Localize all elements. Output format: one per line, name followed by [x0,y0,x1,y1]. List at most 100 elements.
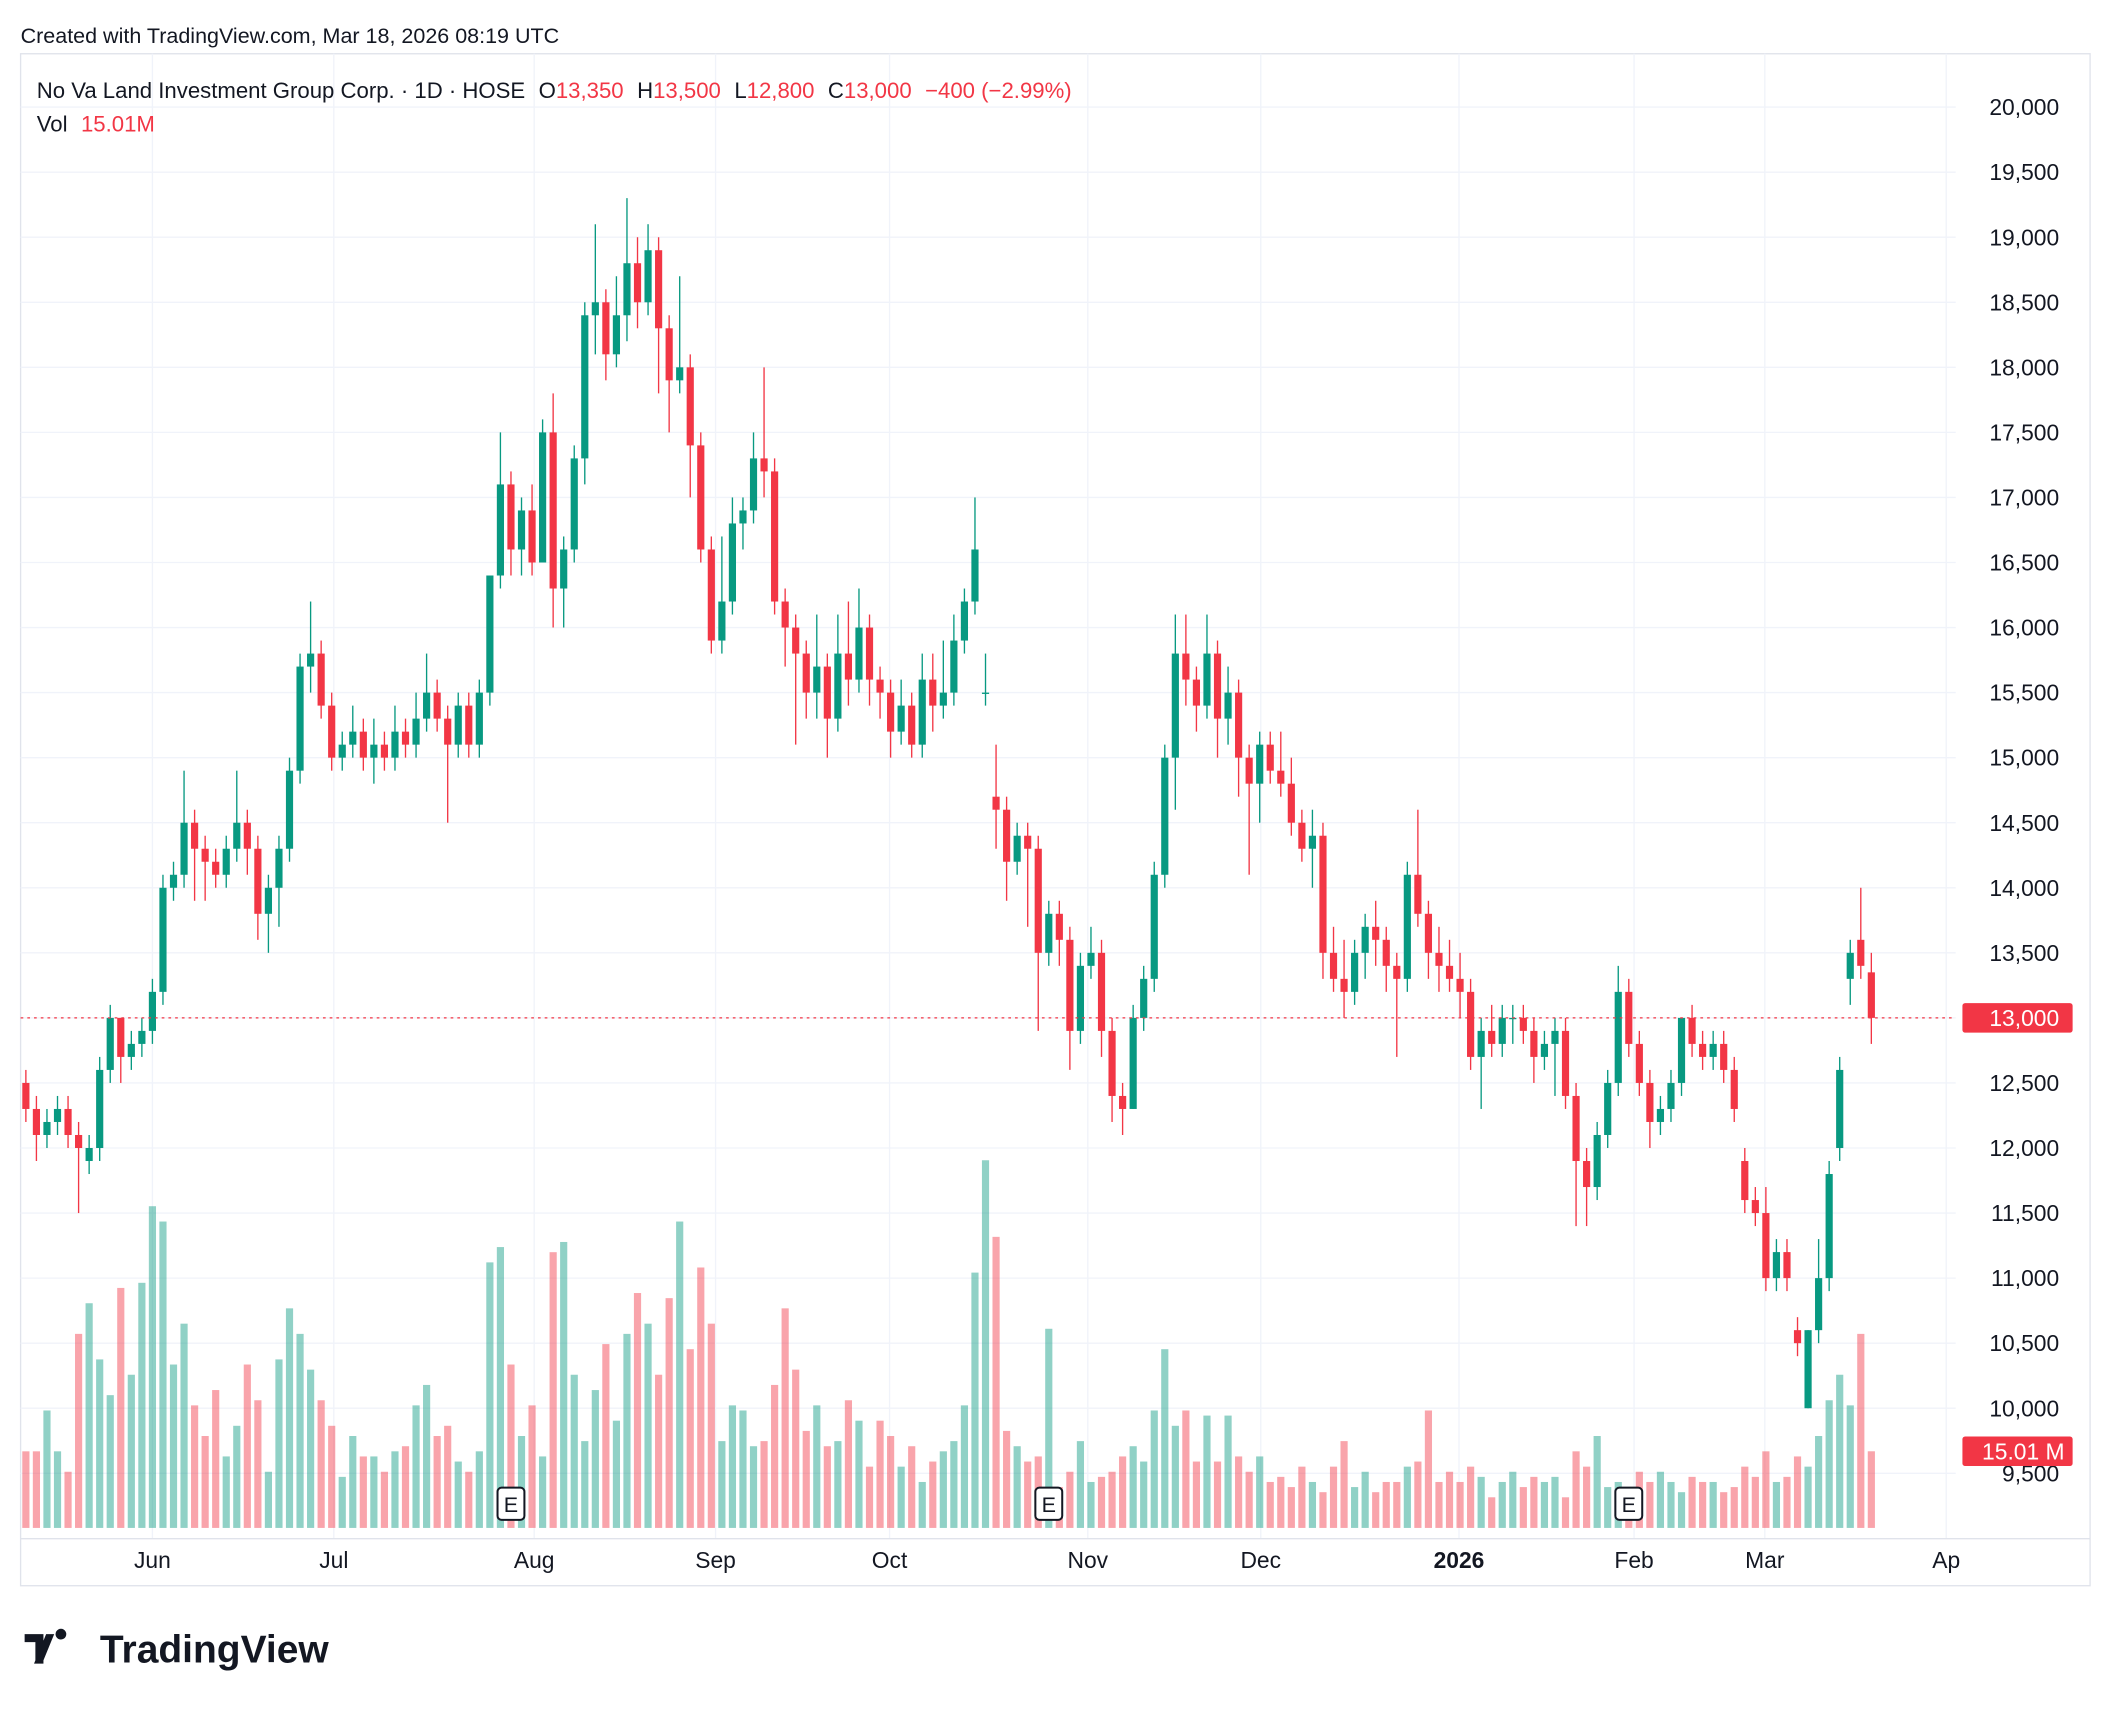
volume-bar [1213,1461,1222,1528]
candle-body [391,731,399,758]
event-marker [496,1486,526,1521]
volume-bar [1709,1481,1717,1528]
volume-bar [1540,1481,1549,1528]
candle-body [749,458,758,511]
candle-body [1414,874,1422,914]
ohlc-key: H [637,78,653,103]
candle-body [1034,848,1042,953]
volume-bar [243,1364,251,1528]
candle-body [1150,874,1158,979]
volume-bar [570,1374,578,1528]
volume-bar [1867,1451,1875,1528]
volume-bar [897,1466,905,1528]
candle-body [1213,653,1222,719]
volume-bar [528,1405,536,1528]
volume-bar [1256,1456,1264,1528]
candle-body [43,1121,51,1135]
volume-bar [1593,1436,1601,1528]
candle-body [380,744,389,758]
volume-bar [1551,1476,1559,1528]
volume-layer [22,1160,1875,1528]
candle-body [633,263,642,303]
volume-bar [475,1451,483,1528]
volume-bar [391,1451,399,1528]
volume-bar [1583,1466,1591,1528]
volume-badge-label: 15.01 M [1982,1438,2065,1464]
volume-bar [855,1420,863,1528]
candle-body [1772,1252,1781,1279]
y-tick-label: 19,500 [1989,159,2059,185]
volume-bar [655,1374,663,1528]
volume-bar [296,1333,304,1528]
volume-bar [1224,1415,1232,1528]
volume-bar [971,1272,979,1528]
volume-bar [412,1405,420,1528]
volume-bar [1456,1481,1464,1528]
candle-body [581,315,589,459]
candle-body [1519,1017,1527,1031]
volume-bar [1024,1461,1032,1528]
volume-bar [1182,1410,1190,1528]
volume-bar [760,1441,768,1528]
volume-bar [876,1420,884,1528]
volume-bar [180,1323,188,1528]
volume-bar [1203,1415,1211,1528]
candle-body [233,822,241,849]
volume-bar [496,1247,505,1528]
volume-bar [728,1405,737,1528]
candle-body [1488,1030,1496,1044]
candle-body [1097,952,1106,1031]
candle-body [950,640,958,693]
candle-body [486,575,494,693]
candle-body [1815,1278,1823,1331]
ohlc-value: 12,800 [747,78,815,103]
volume-bar [349,1436,357,1528]
volume-bar [1340,1441,1348,1528]
y-tick-label: 18,500 [1989,289,2059,315]
candle-body [1245,757,1253,784]
candle-body [1161,757,1169,875]
candle-body [686,367,694,446]
ohlc-value: 13,000 [844,78,912,103]
candle-body [1171,653,1179,758]
volume-bar [233,1425,241,1528]
volume-bar [591,1390,599,1528]
volume-bar [1836,1374,1844,1528]
x-tick-label: Nov [1068,1547,1109,1573]
candle-body [802,653,810,693]
volume-bar [1530,1476,1538,1528]
volume-bar [1245,1471,1253,1528]
candle-body [834,653,842,719]
volume-bar [486,1262,494,1528]
candle-body [1467,991,1475,1057]
volume-bar [718,1441,726,1528]
volume-bar [992,1236,1000,1528]
candle-body [602,302,610,355]
candle-body [1403,874,1411,979]
candle-body [359,731,367,758]
volume-bar [191,1405,199,1528]
candle-body [1192,679,1201,706]
candle-body [718,601,726,641]
candle-body [1709,1043,1717,1057]
volume-bar [117,1287,125,1528]
candle-body [307,653,315,667]
y-tick-label: 10,000 [1989,1395,2059,1421]
candle-body [1351,952,1359,992]
candle-body [254,848,262,914]
volume-bar [1519,1487,1527,1528]
volume-bar [1308,1481,1317,1528]
volume-bar [254,1400,262,1528]
candle-body [570,458,578,550]
volume-bar [960,1405,969,1528]
volume-bar [1498,1481,1506,1528]
volume-bar [1129,1446,1137,1528]
volume-bar [1467,1466,1475,1528]
candle-body [1677,1017,1686,1083]
candle-body [960,601,969,641]
volume-bar [85,1303,93,1528]
volume-bar [75,1333,83,1528]
volume-bar [929,1461,937,1528]
candle-body [739,510,747,524]
volume-bar [32,1451,41,1528]
